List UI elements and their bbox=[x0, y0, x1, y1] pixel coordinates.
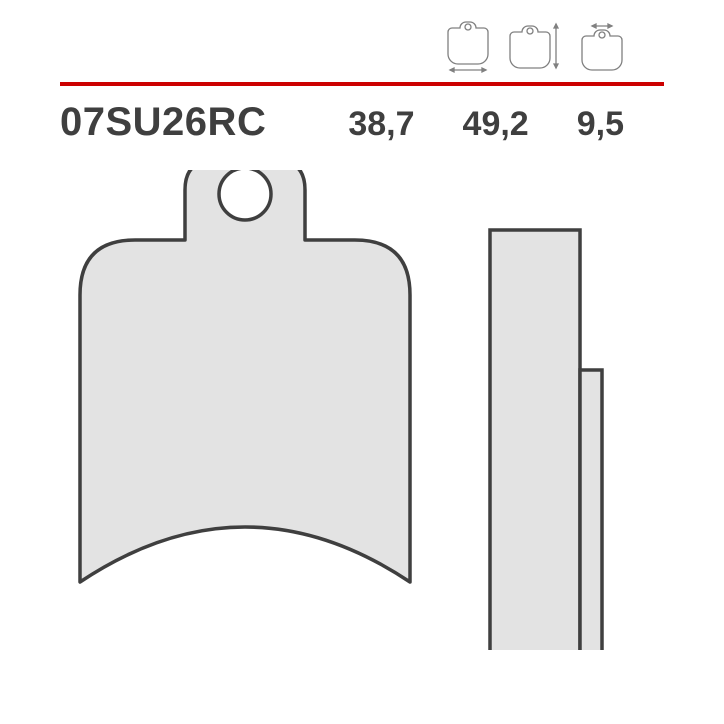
dimension-legend-icons bbox=[446, 20, 624, 76]
technical-drawing bbox=[60, 170, 664, 650]
height-legend-icon bbox=[508, 20, 562, 76]
part-number: 07SU26RC bbox=[60, 100, 266, 145]
dimension-width: 38,7 bbox=[348, 105, 414, 144]
profile-backplate bbox=[490, 230, 580, 650]
thickness-legend-icon bbox=[580, 20, 624, 76]
dimension-thickness: 9,5 bbox=[577, 105, 624, 144]
dimension-height: 49,2 bbox=[463, 105, 529, 144]
header-rule bbox=[60, 82, 664, 86]
header-row: 07SU26RC 38,7 49,2 9,5 bbox=[60, 100, 664, 145]
width-legend-icon bbox=[446, 20, 490, 76]
pad-front-outline bbox=[80, 170, 410, 582]
dimensions-group: 38,7 49,2 9,5 bbox=[348, 105, 624, 144]
page: 07SU26RC 38,7 49,2 9,5 bbox=[0, 0, 724, 724]
mounting-hole bbox=[219, 170, 271, 220]
profile-friction-layer bbox=[580, 370, 602, 650]
